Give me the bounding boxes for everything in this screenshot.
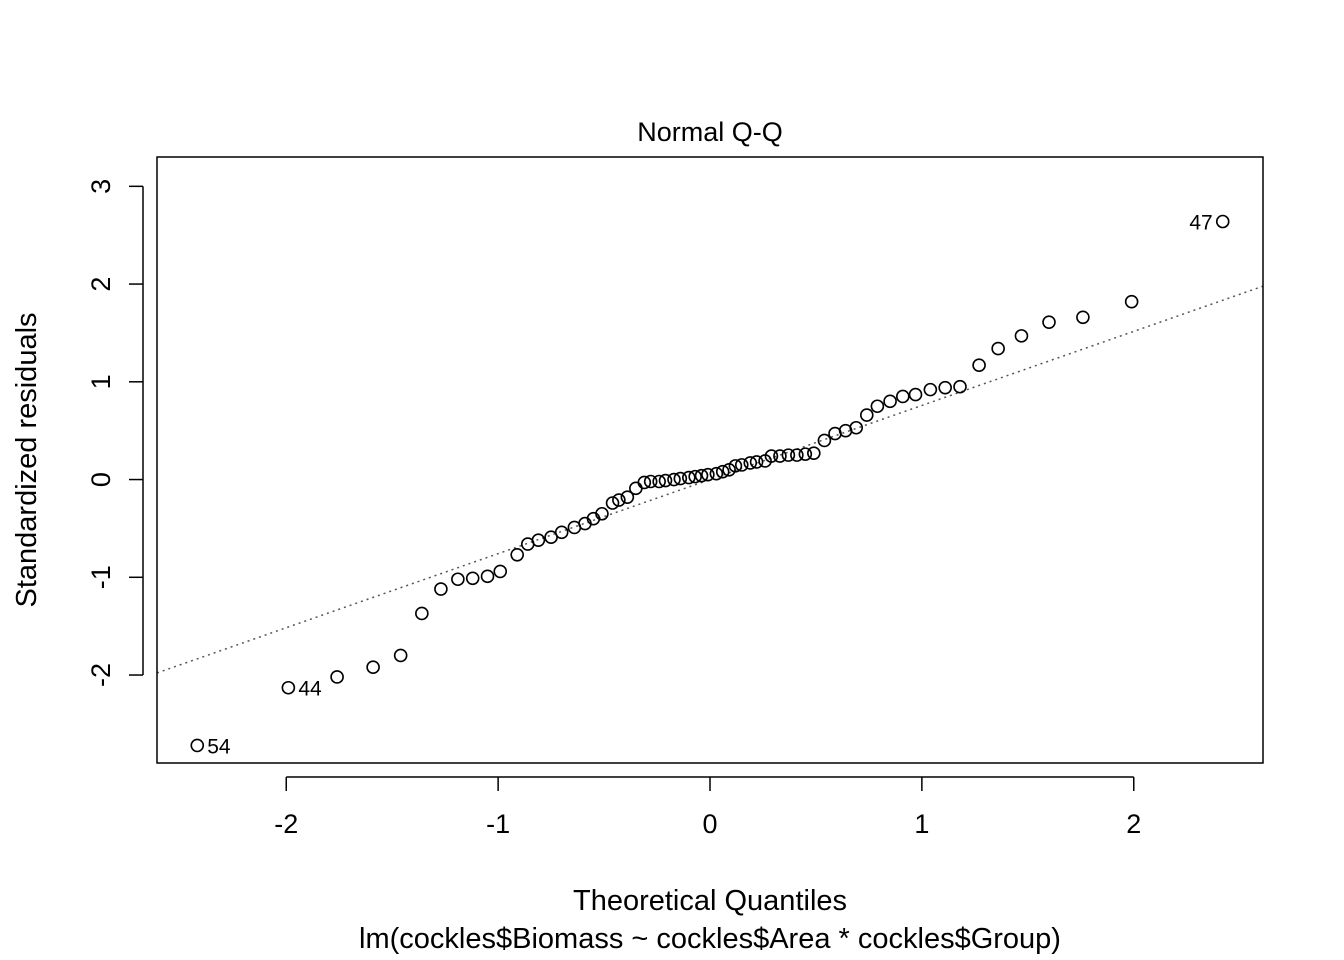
- data-point: [637, 475, 652, 490]
- data-point: [908, 387, 923, 402]
- data-point: [667, 472, 681, 487]
- data-point: [658, 473, 673, 488]
- data-point: [652, 474, 666, 489]
- y-tick-label: 2: [86, 277, 116, 292]
- data-point: [393, 648, 408, 663]
- x-axis-label: Theoretical Quantiles: [573, 885, 847, 917]
- data-point: [896, 389, 910, 404]
- data-point: [701, 467, 715, 482]
- data-point: [764, 449, 779, 463]
- x-axis: -2 -1 0 1 2: [274, 776, 1141, 839]
- data-point: [493, 564, 508, 579]
- y-tick-label: 0: [86, 472, 116, 487]
- data-point: [859, 408, 874, 422]
- x-tick-label: 2: [1126, 809, 1141, 839]
- chart-subtitle: lm(cockles$Biomass ~ cockles$Area * cock…: [359, 923, 1061, 955]
- data-point: [190, 738, 205, 753]
- data-point: [743, 456, 758, 470]
- data-point: [883, 394, 897, 409]
- data-point: [953, 379, 967, 394]
- data-point: [1124, 294, 1139, 309]
- data-point: [682, 470, 696, 485]
- y-tick-label: -2: [86, 663, 116, 687]
- y-tick-label: -1: [86, 565, 116, 589]
- data-point: [734, 458, 749, 472]
- data-point: [1042, 315, 1056, 329]
- y-tick-label: 3: [86, 179, 116, 194]
- y-tick-label: 1: [86, 374, 116, 389]
- data-point: [923, 382, 938, 397]
- data-point: [510, 548, 524, 562]
- data-point: [817, 433, 832, 448]
- data-point: [629, 481, 643, 496]
- data-point: [728, 459, 743, 473]
- data-point: [612, 493, 626, 507]
- data-point: [773, 449, 787, 463]
- data-point: [620, 490, 635, 504]
- data-point: [991, 341, 1005, 356]
- y-axis-label: Standardized residuals: [11, 312, 43, 607]
- data-point: [715, 464, 730, 479]
- data-point: [531, 533, 546, 547]
- data-points: [190, 214, 1230, 753]
- data-point: [749, 455, 764, 469]
- data-point: [694, 468, 709, 483]
- data-point: [643, 474, 658, 489]
- data-point: [870, 399, 885, 414]
- data-point: [849, 420, 863, 435]
- data-point: [938, 380, 952, 395]
- data-point: [972, 358, 986, 372]
- data-point: [709, 466, 724, 481]
- point-label: 47: [1189, 212, 1212, 235]
- data-point: [605, 496, 620, 510]
- point-label: 44: [298, 678, 322, 701]
- data-point: [366, 660, 380, 675]
- data-point: [480, 569, 495, 584]
- plot-frame: [156, 156, 1264, 764]
- data-point: [1014, 329, 1029, 343]
- x-tick-label: -2: [274, 809, 298, 839]
- data-point: [1076, 310, 1090, 325]
- data-point: [595, 506, 609, 521]
- data-point: [790, 448, 804, 462]
- data-point: [1215, 214, 1230, 229]
- data-point: [434, 582, 448, 596]
- x-tick-label: 1: [914, 809, 929, 839]
- data-point: [798, 447, 813, 461]
- data-point: [688, 469, 702, 484]
- x-tick-label: 0: [702, 809, 717, 839]
- data-point: [451, 572, 465, 587]
- data-point: [281, 680, 296, 695]
- chart-title: Normal Q-Q: [637, 117, 783, 147]
- data-point: [554, 525, 569, 540]
- data-point: [673, 471, 688, 486]
- x-tick-label: -1: [486, 809, 510, 839]
- data-point: [465, 571, 480, 586]
- point-label: 54: [207, 735, 231, 758]
- y-axis: -2 -1 0 1 2 3: [86, 179, 144, 687]
- point-labels: 54 44 47: [207, 212, 1212, 759]
- data-point: [330, 670, 344, 684]
- data-point: [415, 606, 429, 621]
- data-point: [807, 446, 821, 460]
- data-point: [781, 448, 796, 462]
